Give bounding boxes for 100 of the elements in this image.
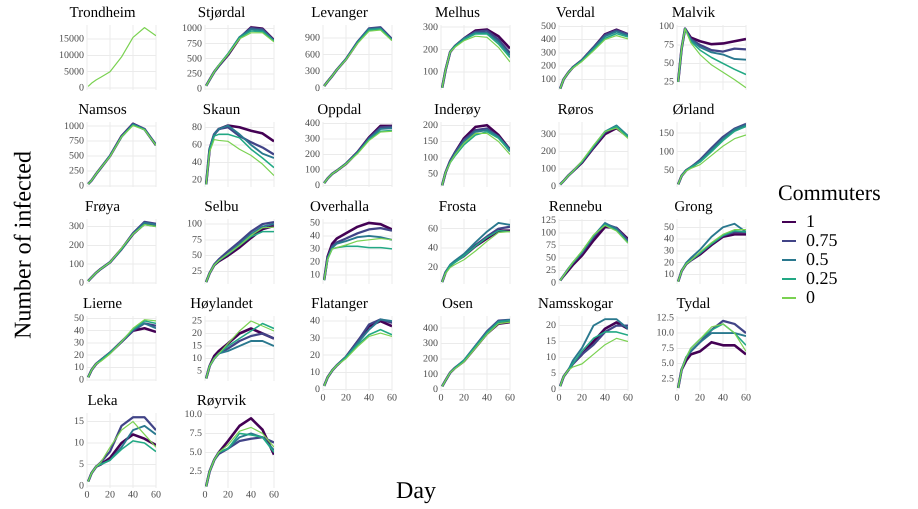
x-tick-label: 40 — [600, 392, 610, 404]
x-tick-label: 40 — [718, 392, 728, 404]
y-tick-label: 40 — [310, 230, 320, 242]
y-tick-label: 50 — [192, 250, 202, 262]
y-tick-label: 5.0 — [190, 447, 202, 458]
y-tick-label: 750 — [69, 136, 84, 147]
legend-label: 0.5 — [806, 249, 828, 270]
y-tick-label: 25 — [546, 265, 556, 276]
y-tick-label: 30 — [74, 338, 84, 349]
y-tick-label: 0 — [315, 180, 320, 192]
legend-label: 0.75 — [806, 230, 838, 251]
chart-title: Namsskogar — [538, 296, 613, 312]
y-tick-label: 100 — [423, 152, 438, 164]
y-tick-label: 500 — [541, 20, 556, 32]
y-tick-label: 300 — [541, 128, 556, 140]
chart-title: Namsos — [78, 102, 127, 118]
y-tick-label: 2.5 — [190, 466, 202, 477]
y-tick-label: 40 — [664, 234, 674, 245]
legend-title: Commuters — [778, 180, 881, 206]
y-tick-label: 50 — [664, 222, 674, 233]
x-tick-label: 60 — [741, 392, 751, 404]
x-tick-label: 40 — [482, 392, 492, 404]
y-tick-label: 100 — [187, 218, 202, 230]
y-tick-label: 15 — [74, 416, 84, 428]
y-tick-label: 100 — [423, 66, 438, 78]
y-tick-label: 0 — [551, 180, 556, 192]
y-tick-label: 80 — [192, 122, 202, 133]
y-tick-label: 100 — [659, 21, 674, 32]
y-tick-label: 7.5 — [190, 428, 202, 440]
y-tick-label: 50 — [546, 252, 556, 264]
y-tick-label: 500 — [187, 53, 202, 64]
y-tick-label: 200 — [541, 146, 556, 158]
y-tick-label: 125 — [541, 215, 556, 226]
chart-title: Leka — [88, 392, 118, 409]
y-tick-label: 10 — [310, 270, 320, 281]
y-tick-label: 60 — [192, 139, 202, 150]
y-tick-label: 10.0 — [184, 409, 202, 420]
chart-title: Oppdal — [317, 102, 362, 118]
y-tick-label: 30 — [664, 246, 674, 257]
y-tick-label: 100 — [423, 368, 438, 380]
chart-title: Høylandet — [190, 296, 254, 312]
x-tick-label: 40 — [364, 392, 374, 404]
y-tick-label: 300 — [69, 221, 84, 232]
y-tick-label: 300 — [305, 134, 320, 145]
y-tick-label: 7.5 — [662, 342, 674, 354]
y-axis-title: Number of infected — [10, 151, 38, 339]
chart-title: Ørland — [672, 102, 715, 118]
legend-label: 0 — [806, 287, 815, 308]
y-tick-label: 20 — [428, 262, 438, 274]
x-tick-label: 40 — [246, 490, 256, 501]
chart-title: Overhalla — [310, 198, 370, 215]
y-tick-label: 25 — [192, 316, 202, 327]
y-tick-label: 500 — [69, 150, 84, 162]
y-tick-label: 20 — [74, 350, 84, 361]
legend-label: 0.25 — [806, 268, 838, 289]
chart-title: Inderøy — [434, 102, 482, 118]
chart-title: Verdal — [556, 4, 596, 21]
y-tick-label: 20 — [192, 174, 202, 186]
y-tick-label: 40 — [428, 242, 438, 254]
x-tick-label: 20 — [223, 490, 233, 501]
chart-title: Skaun — [202, 102, 241, 118]
x-tick-label: 60 — [505, 392, 515, 404]
chart-title: Melhus — [435, 4, 480, 21]
y-tick-label: 20 — [546, 320, 556, 332]
chart-title: Selbu — [204, 198, 240, 215]
y-tick-label: 0 — [315, 82, 320, 94]
y-tick-label: 100 — [305, 164, 320, 176]
y-tick-label: 50 — [310, 218, 320, 229]
y-tick-label: 200 — [305, 149, 320, 160]
y-tick-label: 200 — [69, 240, 84, 251]
y-tick-label: 50 — [664, 164, 674, 176]
chart-title: Trondheim — [69, 4, 136, 21]
chart-title: Levanger — [311, 4, 368, 21]
x-tick-label: 40 — [128, 490, 138, 501]
y-tick-label: 75 — [192, 234, 202, 246]
y-tick-label: 100 — [541, 228, 556, 239]
y-tick-label: 200 — [423, 44, 438, 56]
x-tick-label: 20 — [459, 392, 469, 404]
y-tick-label: 10 — [546, 352, 556, 364]
y-tick-label: 20 — [192, 328, 202, 340]
y-tick-label: 0 — [551, 278, 556, 289]
chart-title: Frosta — [438, 198, 477, 215]
y-tick-label: 75 — [546, 240, 556, 252]
y-tick-label: 30 — [310, 332, 320, 344]
y-tick-label: 40 — [310, 316, 320, 327]
chart-title: Røros — [558, 102, 594, 118]
y-tick-label: 300 — [305, 66, 320, 78]
y-tick-label: 0 — [79, 278, 84, 289]
y-tick-label: 20 — [310, 256, 320, 268]
y-tick-label: 0 — [79, 374, 84, 386]
y-tick-label: 250 — [187, 68, 202, 80]
y-tick-label: 0 — [551, 384, 556, 396]
y-tick-label: 15000 — [59, 34, 84, 45]
y-tick-label: 0 — [197, 83, 202, 94]
chart-title: Lierne — [82, 296, 122, 312]
y-tick-label: 10 — [74, 362, 84, 374]
y-tick-label: 15 — [546, 336, 556, 348]
x-tick-label: 20 — [695, 392, 705, 404]
y-tick-label: 600 — [305, 49, 320, 60]
legend-label: 1 — [806, 211, 815, 232]
